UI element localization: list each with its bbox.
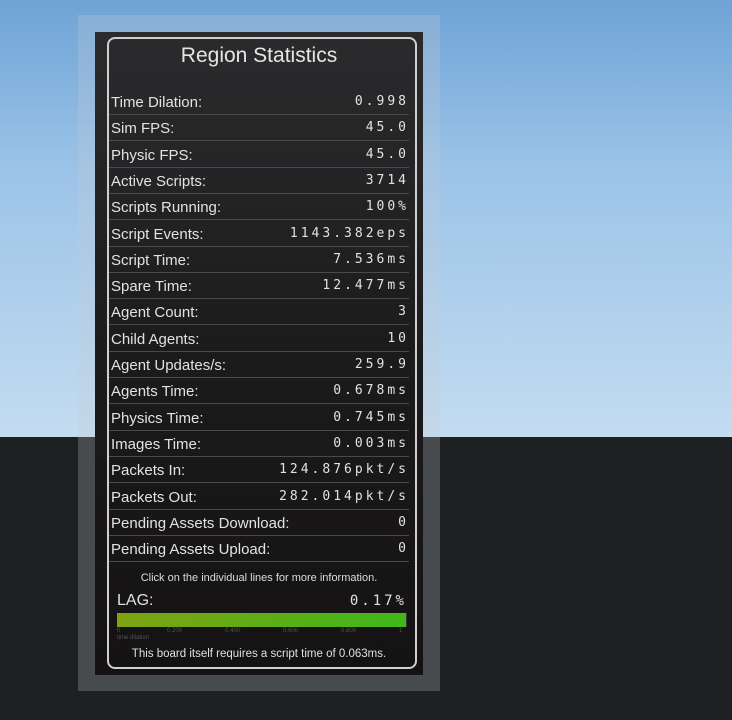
stat-value: 10 [387, 330, 409, 346]
stat-label: Agent Count: [111, 304, 199, 322]
bar-tick-label: 0 [117, 628, 121, 634]
bar-tick-label: 0.200 [167, 628, 183, 634]
stat-value: 3714 [365, 172, 409, 188]
stat-row[interactable]: Pending Assets Upload: 0 [109, 536, 409, 563]
stat-label: Packets Out: [111, 488, 197, 506]
stat-value: 0.745ms [333, 409, 409, 425]
stat-value: 0.003ms [333, 435, 409, 451]
stat-row[interactable]: Pending Assets Download: 0 [109, 510, 409, 536]
stat-row[interactable]: Agents Time: 0.678ms [109, 378, 409, 405]
lag-bar [117, 613, 407, 627]
stat-label: Scripts Running: [111, 199, 222, 217]
stat-value: 3 [398, 304, 409, 320]
stat-label: Physic FPS: [111, 146, 193, 164]
stat-row[interactable]: Agent Updates/s: 259.9 [109, 352, 409, 378]
stat-value: 0.998 [354, 94, 409, 109]
stat-row[interactable]: Images Time: 0.003ms [109, 431, 409, 457]
stat-label: Pending Assets Upload: [111, 541, 271, 559]
stat-value: 124.876pkt/s [279, 462, 409, 478]
stat-row[interactable]: Script Events: 1143.382eps [109, 221, 409, 247]
stat-label: Packets In: [111, 462, 186, 480]
region-statistics-board: Region Statistics Time Dilation: 0.998 Sim… [95, 32, 423, 675]
lag-label: LAG: [117, 592, 154, 609]
stat-row[interactable]: Physic FPS: 45.0 [109, 142, 409, 168]
stat-label: Active Scripts: [111, 172, 207, 190]
stat-label: Script Time: [111, 251, 191, 269]
stat-row[interactable]: Agent Count: 3 [109, 299, 409, 326]
bar-tick-label: 0.800 [341, 628, 357, 634]
hint-text: Click on the individual lines for more i… [140, 572, 378, 584]
bar-tick-label: 0.400 [225, 628, 241, 634]
stat-row[interactable]: Time Dilation: 0.998 [109, 89, 409, 115]
stat-row[interactable]: Child Agents: 10 [109, 326, 409, 352]
stat-label: Agents Time: [111, 383, 199, 401]
stat-value: 7.536ms [333, 251, 409, 267]
stat-value: 45.0 [365, 120, 409, 136]
lag-bar-fill [117, 613, 407, 627]
stat-row[interactable]: Sim FPS: 45.0 [109, 115, 409, 142]
stat-row[interactable]: Spare Time: 12.477ms [109, 273, 409, 300]
stat-value: 282.014pkt/s [279, 488, 409, 504]
stat-row[interactable]: Packets Out: 282.014pkt/s [109, 484, 409, 510]
stat-value: 0 [398, 541, 409, 557]
stat-value: 100% [365, 199, 409, 215]
stat-row[interactable]: Active Scripts: 3714 [109, 168, 409, 194]
lag-value: 0.17% [349, 593, 407, 609]
stat-value: 12.477ms [322, 278, 409, 294]
stat-label: Script Events: [111, 225, 204, 243]
stat-label: Spare Time: [111, 278, 192, 296]
stat-value: 0.678ms [333, 383, 409, 399]
stat-label: Images Time: [111, 435, 202, 453]
bar-caption: time dilation [117, 635, 150, 641]
stat-value: 259.9 [354, 357, 409, 372]
stat-value: 0 [398, 514, 409, 530]
bar-tick-label: 0.600 [283, 628, 299, 634]
stat-value: 45.0 [365, 146, 409, 162]
bar-tick-label: 1 [399, 628, 403, 634]
stat-label: Agent Updates/s: [111, 357, 227, 374]
stat-label: Pending Assets Download: [111, 514, 290, 532]
stat-row[interactable]: Script Time: 7.536ms [109, 247, 409, 273]
board-frame [107, 37, 417, 669]
stat-label: Sim FPS: [111, 120, 175, 138]
stat-row[interactable]: Packets In: 124.876pkt/s [109, 457, 409, 484]
stat-value: 1143.382eps [289, 225, 409, 241]
stat-label: Physics Time: [111, 409, 204, 427]
stat-row[interactable]: Physics Time: 0.745ms [109, 405, 409, 431]
stat-label: Time Dilation: [111, 94, 203, 111]
board-title: Region Statistics [180, 44, 338, 67]
stat-row[interactable]: Scripts Running: 100% [109, 194, 409, 221]
footer-text: This board itself requires a script time… [131, 648, 387, 660]
stat-label: Child Agents: [111, 330, 200, 348]
